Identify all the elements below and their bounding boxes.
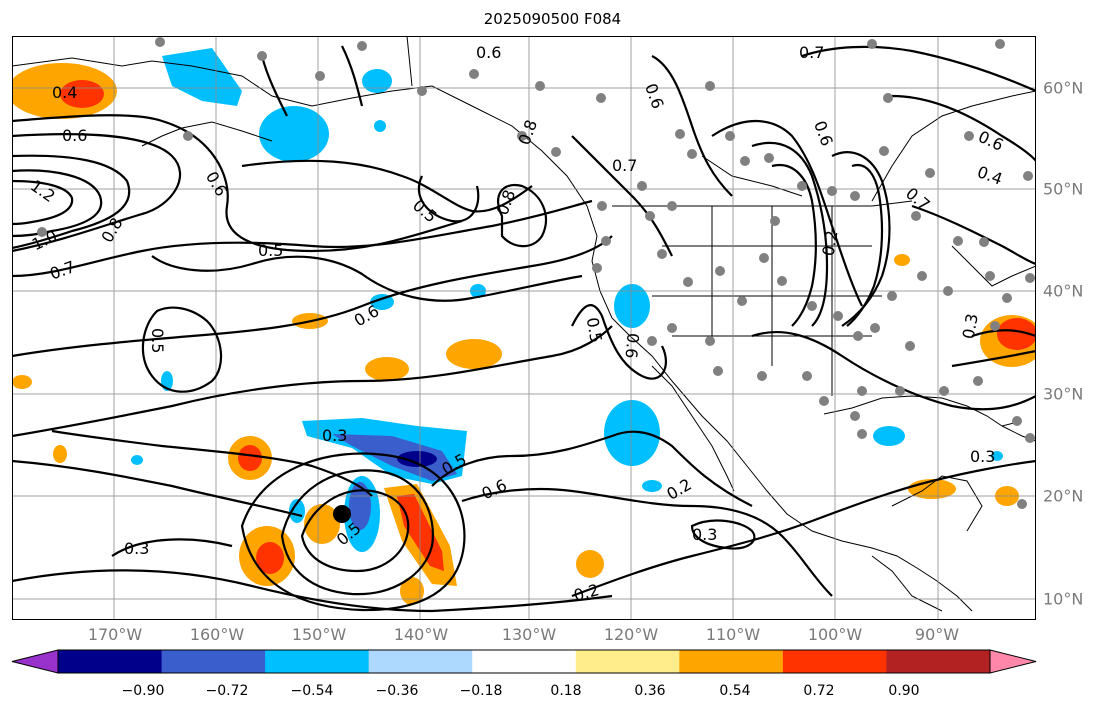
colorbar-swatch [782,650,887,673]
shade-cool [374,120,386,132]
lat-label: 50°N [1043,179,1084,199]
shade-cool [614,284,650,328]
contour-lines [12,45,1036,613]
contour-label: 0.2 [818,229,841,257]
colorbar-tick-label: 0.36 [634,683,666,699]
colorbar-swatch [472,650,577,673]
lon-label: 170°W [87,625,143,644]
lon-label: 120°W [603,625,659,644]
colorbar-swatch [679,650,784,673]
colorbar-swatch [265,650,370,673]
shade-warm [997,318,1036,350]
colorbar-swatch [990,650,1036,673]
shade-cool [362,69,392,93]
contour-label: 0.6 [62,126,87,145]
shaded-regions [12,48,1036,605]
colorbar-tick-label: −0.54 [290,683,334,699]
colorbar-tick-label: 0.90 [888,683,920,699]
station-dots [37,37,1035,509]
shade-cool [604,400,660,466]
shade-cool [370,294,394,310]
shade-cool [642,480,662,492]
contour-label: 0.3 [124,539,149,558]
colorbar-tick-label: −0.90 [121,683,165,699]
shade-warm [894,254,910,266]
colorbar-swatch [161,650,266,673]
gridlines [12,36,1036,620]
shade-cool [397,451,437,467]
colorbar-swatch [575,650,680,673]
lat-label: 60°N [1043,78,1084,98]
contour-label: 0.5 [148,328,167,353]
shade-warm [365,357,409,381]
shade-warm [576,550,604,578]
shade-warm [12,375,32,389]
shade-cool [162,48,242,106]
contour-label: 0.3 [692,525,717,544]
colorbar-tick-label: 0.54 [719,683,751,699]
contour-label: 0.4 [52,83,77,102]
shade-warm [446,339,502,369]
lat-label: 40°N [1043,281,1084,301]
shade-cool [991,451,1003,461]
shade-warm [60,80,104,108]
colorbar [11,649,1037,674]
shade-cool [259,106,329,162]
shade-cool [873,426,905,446]
shade-cool [131,455,143,465]
contour-label: 0.7 [799,43,824,62]
map-panel: 0.4 0.6 1.2 1.0 0.8 0.7 0.6 0.5 0.6 0.5 … [12,36,1036,620]
shade-warm [53,445,67,463]
map-title: 2025090500 F084 [483,10,622,28]
lon-label: 140°W [393,625,449,644]
colorbar-tick-label: 0.18 [550,683,582,699]
coastlines [12,36,1036,612]
colorbar-swatch [368,650,473,673]
contour-label: 0.7 [612,156,637,175]
lon-label: 130°W [501,625,557,644]
colorbar-tick-label: −0.36 [375,683,419,699]
lon-label: 110°W [705,625,761,644]
lat-label: 30°N [1043,384,1084,404]
contour-label: 0.5 [258,241,283,260]
shade-warm [256,542,284,574]
colorbar-tick-label: −0.72 [205,683,249,699]
colorbar-swatch [886,650,991,673]
colorbar-tick-label: −0.18 [459,683,503,699]
lon-label: 160°W [189,625,245,644]
contour-label: 0.6 [622,332,643,359]
lon-label: 150°W [291,625,347,644]
colorbar-swatch [58,650,163,673]
lat-label: 20°N [1043,486,1084,506]
storm-center-marker [333,505,351,523]
shade-warm [238,445,262,471]
shade-warm [400,577,424,605]
lat-label: 10°N [1043,589,1084,609]
colorbar-tick-label: 0.72 [803,683,835,699]
lon-label: 90°W [914,625,960,644]
shade-cool [289,499,305,523]
contour-label: 0.3 [970,447,995,466]
contour-label: 0.5 [583,316,606,344]
contour-label: 0.3 [322,426,347,445]
shade-cool [349,482,371,530]
lon-label: 100°W [807,625,863,644]
colorbar-swatch [12,650,58,673]
contour-label: 0.3 [959,312,982,340]
contour-label: 0.6 [476,43,501,62]
